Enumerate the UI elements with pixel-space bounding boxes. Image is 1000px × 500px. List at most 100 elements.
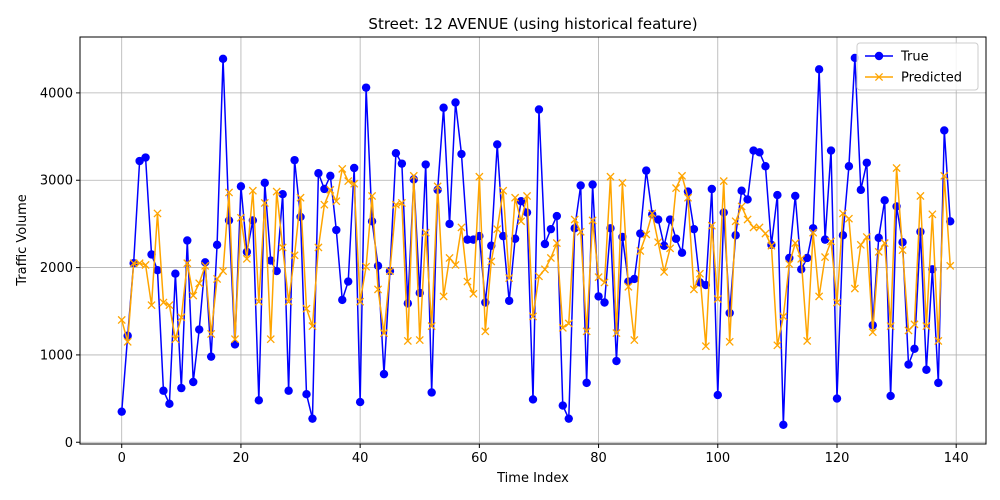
data-point-true [177,383,186,393]
data-point-predicted [213,274,222,283]
data-point-predicted [475,172,484,181]
data-point-true [630,274,639,284]
data-point-predicted [797,254,806,263]
data-point-predicted [576,227,585,236]
data-point-predicted [725,337,734,346]
data-point-predicted [600,278,609,287]
data-point-true [671,234,681,243]
data-point-predicted [356,297,365,306]
data-point-true [314,169,323,178]
data-point-predicted [695,269,704,278]
data-point-true [701,280,711,290]
data-point-predicted [320,200,329,209]
legend-box [856,42,979,91]
data-point-true [588,180,597,189]
data-point-true [755,148,764,157]
data-point-true [272,266,281,276]
data-point-true [498,231,508,241]
data-point-true [218,54,228,64]
y-tick-label: 0 [65,436,73,451]
data-point-predicted [511,193,520,202]
data-point-true [791,191,800,201]
data-point-true [308,414,317,423]
data-point-true [916,227,925,236]
data-point-predicted [874,247,883,256]
data-point-predicted [373,285,383,294]
data-point-true [153,265,162,275]
data-point-predicted [928,210,937,219]
data-point-predicted [123,337,132,346]
data-point-true [904,360,913,369]
data-point-predicted [892,163,901,173]
data-point-predicted [886,322,895,331]
x-tick-label: 0 [118,451,126,466]
x-tick-label: 60 [471,451,488,466]
data-point-true [230,340,240,349]
data-point-predicted [612,329,621,338]
data-point-predicted [403,336,412,345]
y-tick-label: 1000 [40,348,73,363]
data-point-predicted [183,259,192,268]
data-point-predicted [654,238,663,247]
data-point-predicted [546,253,555,263]
data-point-true [934,378,943,388]
data-point-predicted [117,315,126,325]
data-point-predicted [326,185,335,194]
data-point-true [600,298,609,307]
data-point-true [397,159,407,168]
data-point-true [773,190,782,200]
data-point-true [725,308,734,318]
data-point-true [332,225,341,235]
data-point-true [940,126,949,135]
data-point-true [886,391,895,401]
data-point-true [373,261,383,271]
data-point-predicted [671,184,681,193]
data-point-predicted [570,215,579,224]
data-point-predicted [815,292,824,301]
data-point-predicted [707,221,716,230]
data-point-predicted [821,253,830,262]
data-point-true [338,295,347,305]
data-point-predicted [493,225,502,234]
data-point-true [856,185,866,195]
data-point-true [326,171,335,181]
legend-item-true: True [865,50,929,65]
data-point-predicted [439,292,448,301]
data-point-true [528,395,538,404]
chart-title: Street: 12 AVENUE (using historical feat… [368,15,697,33]
data-point-true [808,224,818,233]
data-point-predicted [761,229,770,238]
data-point-predicted [636,246,645,256]
data-point-predicted [224,188,234,197]
data-point-predicted [195,279,204,288]
plot-area [79,36,987,445]
x-tick-label: 120 [825,451,850,466]
data-point-true [206,352,216,361]
data-point-true [445,219,454,229]
data-point-predicted [934,336,943,345]
data-point-predicted [880,239,889,248]
data-point-predicted [171,335,180,344]
data-point-predicted [904,326,913,335]
data-point-true [266,256,275,265]
legend-label: Predicted [901,71,962,86]
data-point-true [361,83,371,92]
data-point-true [546,224,556,234]
data-point-true [493,140,502,149]
data-point-predicted [844,214,853,223]
data-point-true [510,234,520,243]
data-point-true [564,414,573,423]
data-point-predicted [344,177,353,186]
data-point-predicted [528,312,538,321]
data-point-true [278,190,287,199]
data-point-predicted [558,323,567,332]
data-point-predicted [487,257,496,266]
data-point-true [147,250,156,259]
data-point-true [797,265,806,274]
data-point-predicted [445,253,454,263]
data-point-predicted [922,322,931,331]
data-point-predicted [689,285,698,294]
legend-items: True Predicted [865,50,962,86]
data-point-predicted [534,272,544,281]
data-point-true [653,215,663,224]
